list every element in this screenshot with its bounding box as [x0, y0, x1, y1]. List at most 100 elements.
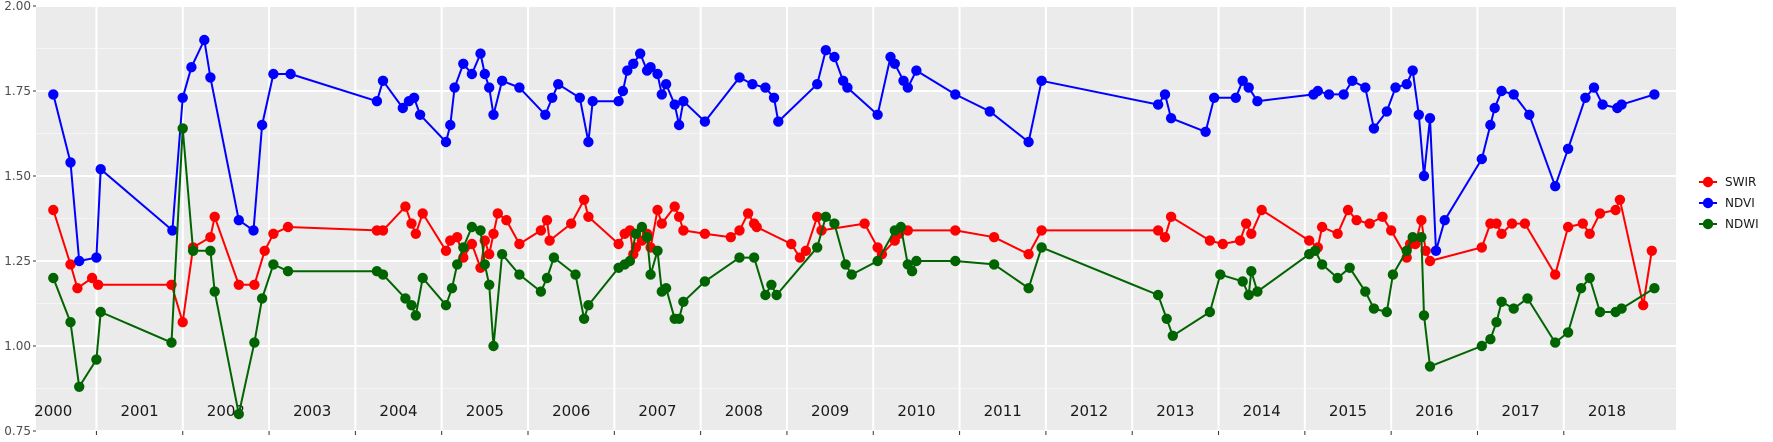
data-point-ndwi — [820, 211, 831, 222]
data-point-swir — [72, 283, 83, 294]
data-point-swir — [1491, 218, 1502, 229]
data-point-swir — [1496, 228, 1507, 239]
y-tick-label: 2.00 — [4, 0, 31, 13]
data-point-swir — [1342, 204, 1354, 216]
year-label: 2009 — [811, 402, 849, 420]
data-point-ndwi — [911, 255, 922, 267]
data-point-ndvi — [449, 82, 460, 93]
data-point-ndvi — [1418, 170, 1430, 182]
data-point-ndwi — [624, 255, 636, 267]
data-point-swir — [440, 245, 452, 256]
data-point-ndwi — [1310, 245, 1321, 256]
data-point-swir — [1152, 225, 1164, 236]
data-point-swir — [1638, 300, 1649, 311]
data-point-swir — [950, 225, 961, 236]
data-point-ndvi — [256, 119, 268, 131]
data-point-ndvi — [1243, 82, 1254, 93]
data-point-ndwi — [1360, 286, 1371, 297]
data-point-ndvi — [408, 92, 420, 104]
data-point-swir — [1476, 242, 1488, 253]
data-point-ndwi — [1476, 340, 1488, 352]
series-ndvi — [48, 34, 1660, 267]
data-point-ndvi — [583, 136, 594, 148]
data-point-ndwi — [488, 340, 499, 352]
data-point-ndvi — [1407, 65, 1418, 76]
data-point-ndvi — [1588, 82, 1600, 93]
data-point-ndwi — [1243, 289, 1254, 301]
data-point-ndvi — [268, 68, 279, 80]
year-label: 2014 — [1243, 402, 1281, 420]
legend-key-point — [1702, 197, 1714, 209]
data-point-ndvi — [458, 58, 469, 69]
data-point-swir — [92, 279, 104, 290]
data-point-ndvi — [1152, 99, 1164, 110]
data-point-swir — [1562, 221, 1574, 233]
data-point-ndvi — [768, 92, 780, 104]
year-label: 2006 — [552, 402, 590, 420]
data-point-ndwi — [74, 381, 85, 392]
data-point-ndwi — [1215, 269, 1226, 280]
data-point-ndvi — [1209, 92, 1220, 104]
data-point-ndwi — [906, 266, 918, 277]
y-axis: 0.75 1.00 1.25 1.50 1.75 2.00 — [4, 0, 36, 438]
data-point-swir — [1023, 249, 1034, 260]
data-point-swir — [544, 235, 555, 246]
data-point-swir — [400, 201, 411, 212]
data-point-ndwi — [475, 225, 486, 236]
data-point-ndvi — [397, 102, 408, 114]
data-point-ndvi — [628, 58, 639, 69]
data-point-swir — [1550, 269, 1561, 280]
year-label: 2008 — [725, 402, 763, 420]
data-point-ndvi — [673, 119, 685, 131]
data-point-ndvi — [1424, 113, 1436, 124]
data-point-swir — [1165, 211, 1177, 222]
data-point-ndwi — [458, 242, 469, 253]
data-point-ndwi — [48, 272, 59, 284]
data-point-ndwi — [166, 337, 177, 348]
data-point-ndvi — [574, 92, 585, 104]
data-point-ndwi — [988, 259, 1000, 270]
data-point-swir — [673, 211, 685, 222]
data-point-ndwi — [233, 408, 244, 420]
data-point-ndwi — [209, 286, 220, 297]
data-point-ndwi — [406, 300, 417, 311]
year-label: 2005 — [466, 402, 504, 420]
data-point-swir — [1364, 218, 1375, 229]
data-point-ndvi — [440, 136, 452, 148]
data-point-swir — [488, 228, 499, 239]
data-point-ndwi — [950, 255, 961, 267]
data-point-swir — [812, 211, 823, 222]
data-point-swir — [233, 279, 244, 290]
data-point-ndwi — [65, 317, 76, 328]
data-point-ndvi — [514, 82, 525, 93]
data-point-swir — [501, 215, 512, 226]
data-point-swir — [725, 232, 736, 243]
data-point-swir — [859, 218, 870, 229]
data-point-ndwi — [1252, 286, 1263, 297]
data-point-ndvi — [645, 61, 656, 73]
data-point-ndwi — [1562, 327, 1574, 338]
data-point-swir — [514, 238, 525, 250]
data-point-ndvi — [484, 82, 495, 93]
data-point-swir — [249, 279, 260, 290]
data-point-ndvi — [1165, 113, 1177, 124]
data-point-swir — [1036, 225, 1047, 236]
data-point-ndvi — [1023, 136, 1034, 148]
data-point-ndvi — [1496, 85, 1507, 97]
data-point-ndwi — [578, 313, 590, 324]
data-point-ndwi — [1485, 334, 1496, 345]
data-point-swir — [988, 232, 1000, 243]
data-point-ndvi — [1439, 215, 1450, 226]
data-point-ndvi — [475, 48, 486, 59]
data-point-ndvi — [660, 79, 672, 90]
data-point-swir — [65, 259, 76, 270]
data-point-ndvi — [911, 65, 922, 76]
data-point-ndvi — [902, 82, 913, 93]
data-point-ndwi — [410, 310, 421, 321]
data-point-ndwi — [484, 279, 495, 290]
y-tick-label: 1.00 — [4, 339, 31, 353]
data-point-ndvi — [820, 45, 831, 56]
data-point-ndvi — [65, 157, 76, 168]
data-point-ndwi — [479, 259, 490, 270]
data-point-ndvi — [1159, 89, 1171, 100]
